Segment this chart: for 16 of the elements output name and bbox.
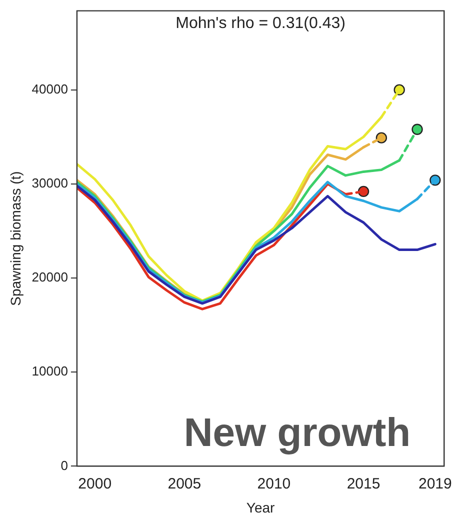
x-tick-label: 2000 (78, 475, 112, 492)
x-tick-label: 2019 (418, 475, 452, 492)
y-tick-label: 20000 (32, 270, 68, 285)
point (376, 132, 388, 144)
x-tick-label: 2015 (346, 475, 380, 492)
y-tick-label: 0 (60, 458, 68, 473)
annotation: New growth (184, 411, 411, 456)
chart-title: Mohn's rho = 0.31(0.43) (176, 15, 346, 32)
x-tick-label: 2010 (257, 475, 291, 492)
x-tick-label: 2005 (168, 475, 202, 492)
y-tick-label: 40000 (32, 81, 68, 96)
x-axis-title: Year (246, 499, 276, 516)
y-tick-label: 10000 (32, 364, 68, 379)
y-tick-label: 30000 (32, 176, 68, 191)
point (394, 84, 405, 96)
y-axis-title: Spawning biomass (t) (7, 171, 24, 306)
